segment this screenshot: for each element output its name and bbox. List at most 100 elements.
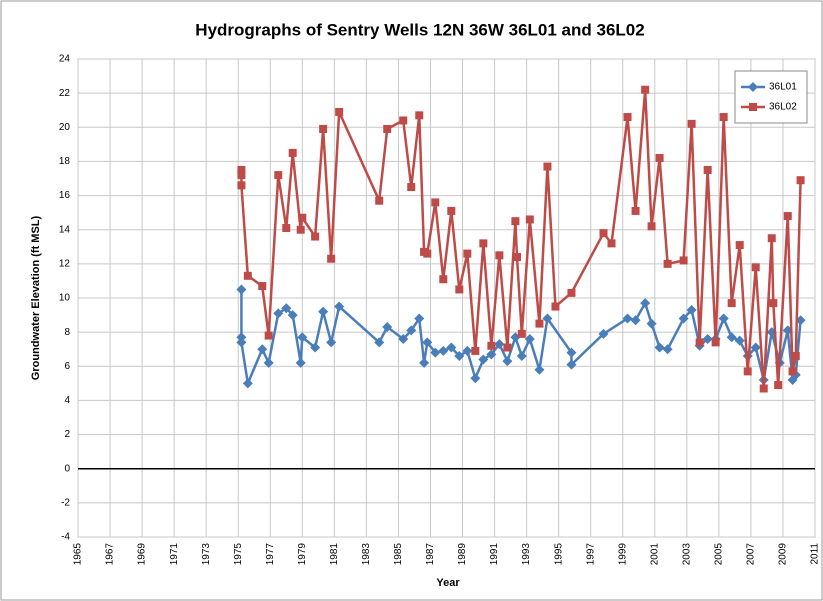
- data-point: [288, 148, 297, 157]
- data-point: [719, 113, 728, 122]
- data-point: [273, 308, 284, 319]
- y-tick-label: 2: [64, 429, 70, 440]
- data-point: [791, 352, 800, 361]
- x-tick-label: 1997: [585, 543, 596, 566]
- data-point: [423, 249, 432, 258]
- x-tick-label: 1975: [233, 543, 244, 566]
- data-point: [503, 343, 512, 352]
- x-tick-label: 1965: [73, 543, 84, 566]
- data-point: [414, 313, 425, 324]
- data-point: [534, 364, 545, 375]
- data-point: [471, 346, 480, 355]
- legend-marker: [749, 103, 757, 111]
- data-point: [257, 344, 268, 355]
- data-point: [703, 165, 712, 174]
- data-point: [524, 333, 535, 344]
- data-point: [319, 124, 328, 133]
- data-point: [727, 299, 736, 308]
- data-point: [236, 337, 247, 348]
- y-tick-label: 6: [64, 361, 70, 372]
- y-tick-label: 24: [59, 54, 71, 65]
- data-point: [463, 249, 472, 258]
- data-point: [439, 275, 448, 284]
- y-axis-label: Groundwater Elevation (ft MSL): [30, 215, 42, 380]
- data-point: [406, 325, 417, 336]
- x-tick-label: 2003: [681, 543, 692, 566]
- data-point: [296, 225, 305, 234]
- x-tick-label: 2001: [649, 543, 660, 566]
- data-point: [796, 176, 805, 185]
- data-point: [447, 206, 456, 215]
- data-point: [311, 232, 320, 241]
- data-point: [242, 378, 253, 389]
- x-tick-label: 1983: [361, 543, 372, 566]
- data-point: [310, 342, 321, 353]
- x-tick-label: 1991: [489, 543, 500, 566]
- y-tick-label: 8: [64, 327, 70, 338]
- data-point: [318, 306, 329, 317]
- x-axis-label: Year: [436, 577, 460, 589]
- data-point: [334, 301, 345, 312]
- data-point: [287, 310, 298, 321]
- x-tick-label: 1993: [521, 543, 532, 566]
- data-point: [566, 359, 577, 370]
- y-tick-label: 14: [59, 224, 71, 235]
- data-point: [383, 124, 392, 133]
- data-point: [679, 256, 688, 265]
- legend-marker: [748, 82, 758, 92]
- data-point: [264, 331, 273, 340]
- data-point: [494, 339, 505, 350]
- x-tick-label: 1971: [169, 543, 180, 566]
- data-point: [795, 315, 806, 326]
- data-point: [422, 337, 433, 348]
- data-point: [543, 162, 552, 171]
- data-point: [678, 313, 689, 324]
- data-point: [281, 303, 292, 314]
- data-point: [783, 212, 792, 221]
- data-point: [511, 217, 520, 226]
- data-point: [686, 304, 697, 315]
- data-point: [263, 357, 274, 368]
- data-point: [237, 171, 246, 180]
- x-tick-label: 1995: [553, 543, 564, 566]
- data-point: [662, 344, 673, 355]
- data-point: [486, 349, 497, 360]
- data-point: [274, 171, 283, 180]
- data-point: [769, 299, 778, 308]
- data-point: [487, 341, 496, 350]
- x-tick-label: 2009: [778, 543, 789, 566]
- data-point: [734, 335, 745, 346]
- y-tick-label: 16: [59, 190, 71, 201]
- data-point: [236, 332, 247, 343]
- data-point: [525, 215, 534, 224]
- data-point: [631, 206, 640, 215]
- data-point: [654, 342, 665, 353]
- data-point: [502, 356, 513, 367]
- data-point: [478, 354, 489, 365]
- data-point: [430, 347, 441, 358]
- data-point: [431, 198, 440, 207]
- data-point: [655, 154, 664, 163]
- data-point: [243, 271, 252, 280]
- data-point: [623, 113, 632, 122]
- data-point: [702, 333, 713, 344]
- x-tick-label: 1967: [105, 543, 116, 566]
- data-point: [236, 284, 247, 295]
- data-point: [622, 313, 633, 324]
- data-point: [640, 298, 651, 309]
- data-point: [647, 222, 656, 231]
- x-tick-label: 1969: [137, 543, 148, 566]
- x-tick-label: 2011: [810, 543, 821, 565]
- data-point: [237, 165, 246, 174]
- data-point: [419, 357, 430, 368]
- data-point: [282, 224, 291, 233]
- data-point: [382, 322, 393, 333]
- chart-title: Hydrographs of Sentry Wells 12N 36W 36L0…: [195, 20, 644, 39]
- data-point: [479, 239, 488, 248]
- data-point: [516, 351, 527, 362]
- data-point: [599, 229, 608, 238]
- y-tick-label: 10: [59, 293, 71, 304]
- data-point: [759, 384, 768, 393]
- data-point: [735, 241, 744, 250]
